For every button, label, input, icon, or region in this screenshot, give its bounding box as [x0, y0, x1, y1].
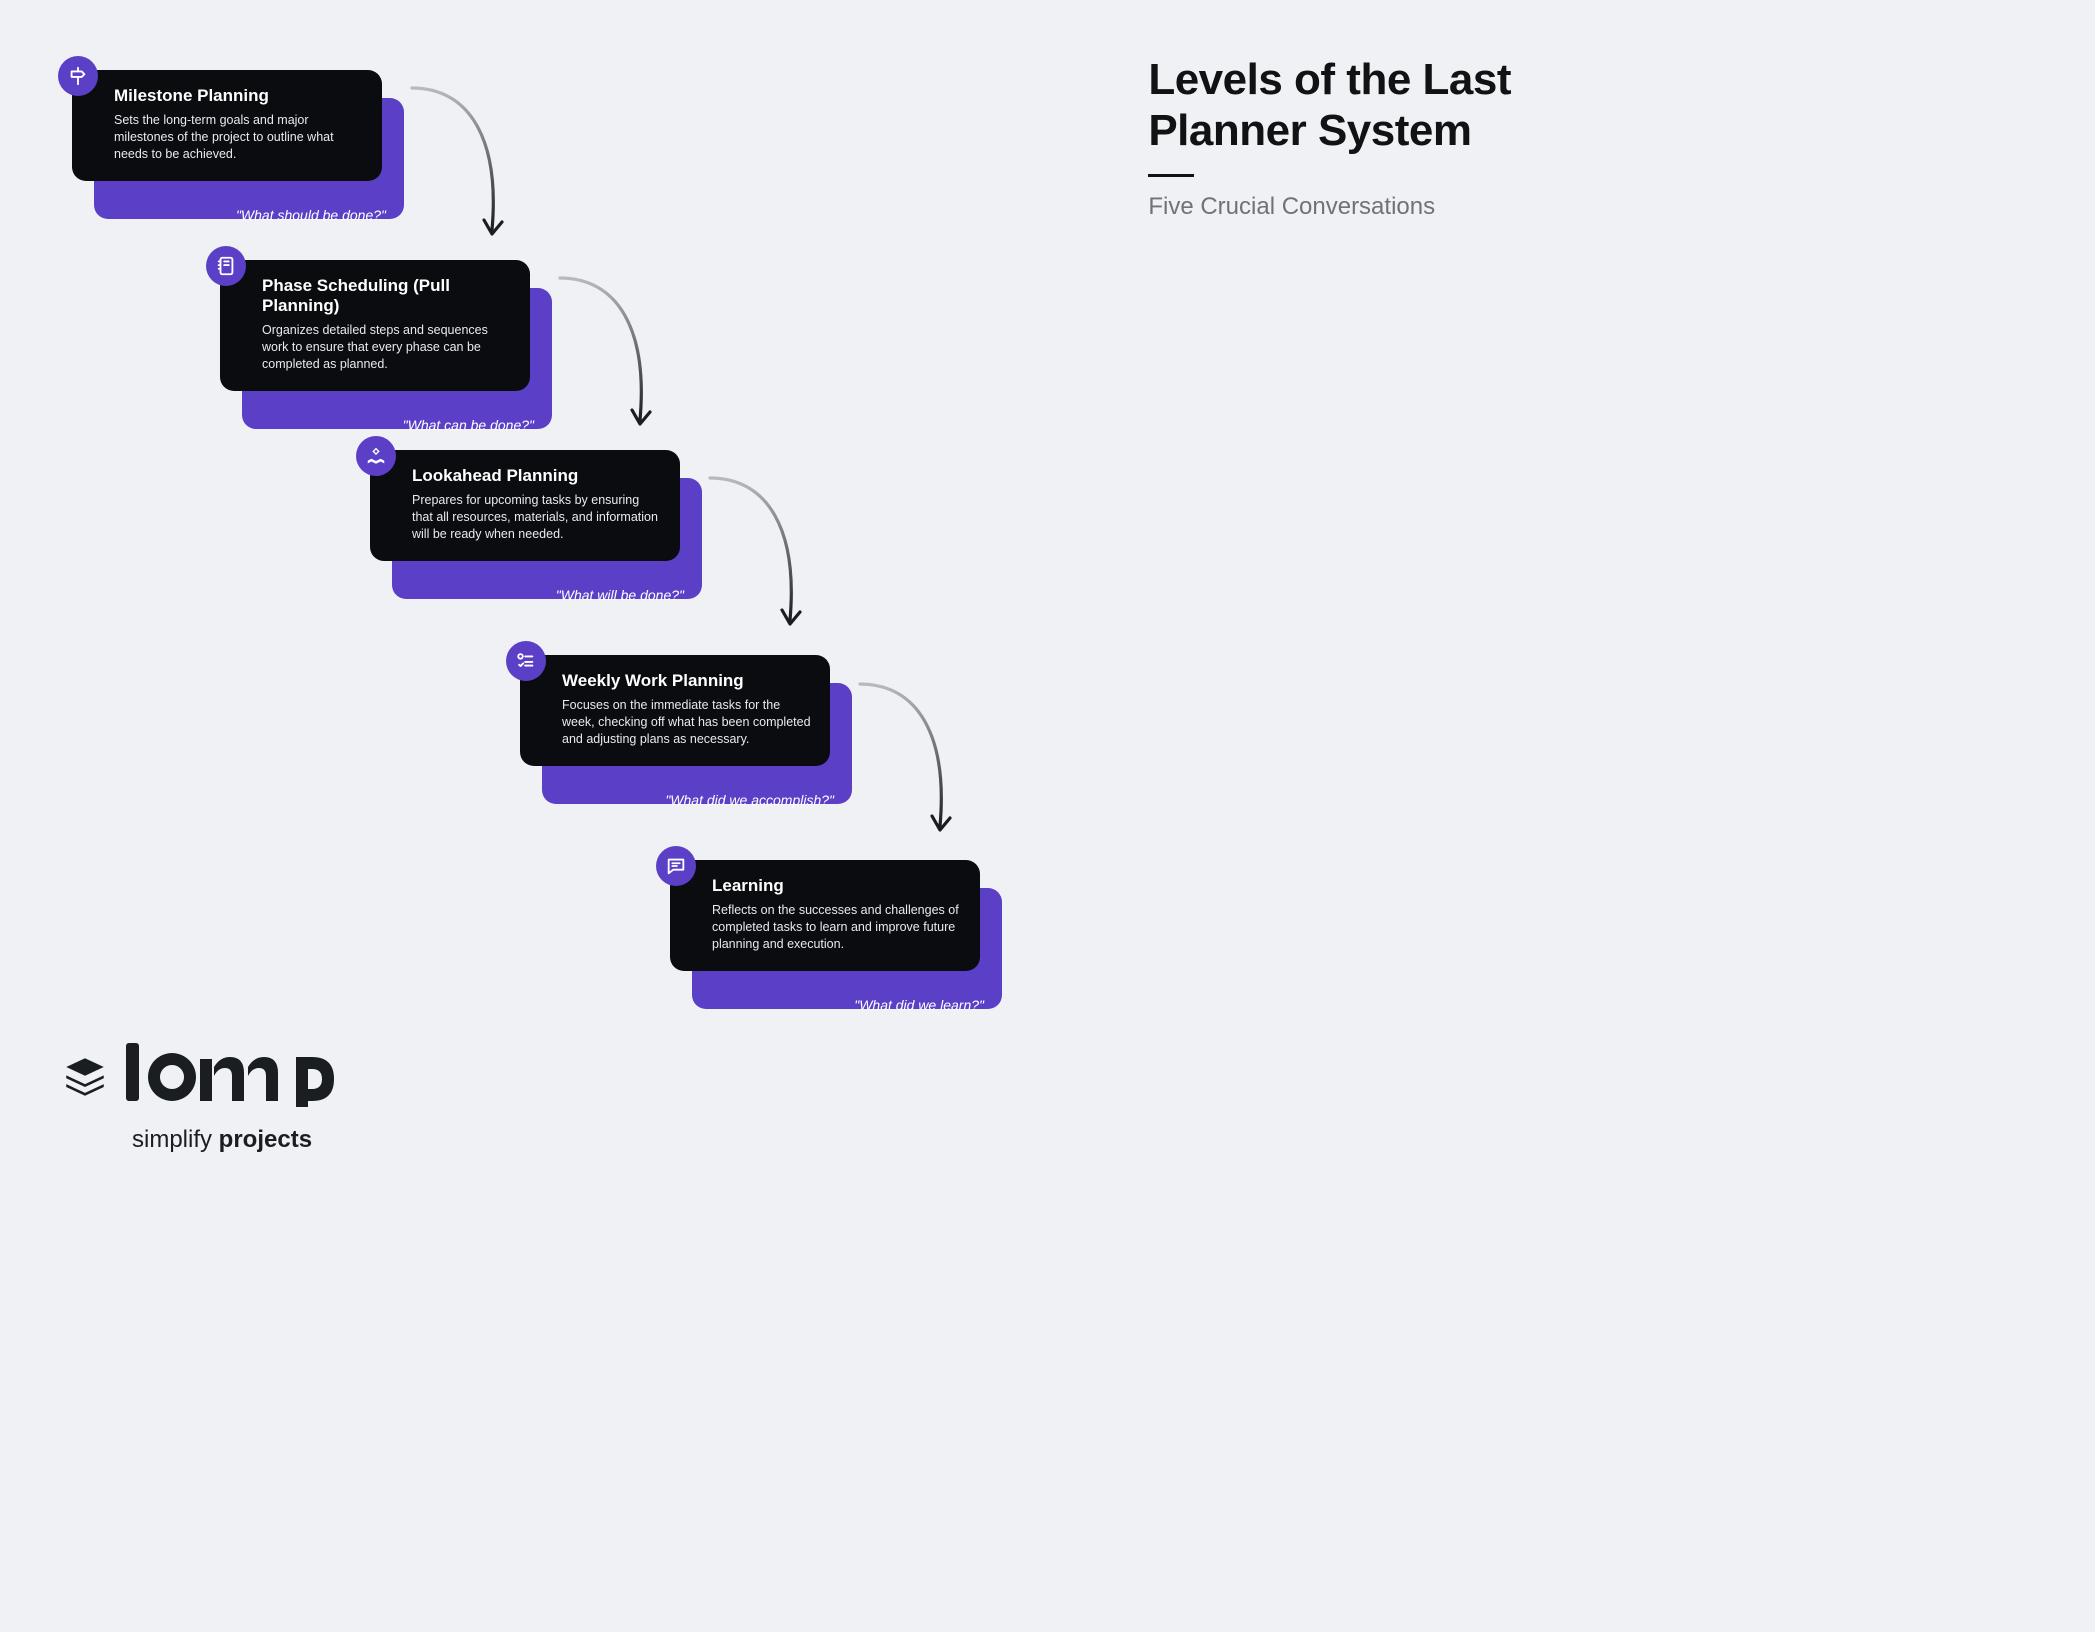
checklist-icon [506, 641, 546, 681]
card-main: Phase Scheduling (Pull Planning) Organize… [220, 260, 530, 391]
flow-arrow [698, 470, 818, 650]
title-line-1: Levels of the Last [1148, 55, 1511, 104]
map-pin-icon [356, 436, 396, 476]
card-question: "What can be done?" [260, 417, 534, 433]
brand-logo: simplify projects [60, 1037, 336, 1154]
card-title: Weekly Work Planning [562, 671, 812, 691]
brand-wordmark [126, 1037, 336, 1122]
card-title: Milestone Planning [114, 86, 364, 106]
card-learning: "What did we learn?"LearningReflects on … [670, 860, 980, 971]
card-title: Phase Scheduling (Pull Planning) [262, 276, 512, 316]
notebook-icon [206, 246, 246, 286]
card-description: Prepares for upcoming tasks by ensuring … [412, 492, 662, 543]
card-question: "What did we accomplish?" [560, 792, 834, 808]
card-lookahead: "What will be done?"Lookahead PlanningPr… [370, 450, 680, 561]
card-milestone: "What should be done?"Milestone Planning… [72, 70, 382, 181]
chat-icon [656, 846, 696, 886]
card-main: Learning Reflects on the successes and ch… [670, 860, 980, 971]
card-weekly: "What did we accomplish?"Weekly Work Pla… [520, 655, 830, 766]
flow-arrow [548, 270, 668, 450]
signpost-icon [58, 56, 98, 96]
card-description: Reflects on the successes and challenges… [712, 902, 962, 953]
card-main: Lookahead Planning Prepares for upcoming … [370, 450, 680, 561]
card-title: Lookahead Planning [412, 466, 662, 486]
tagline-bold: projects [219, 1126, 312, 1153]
card-description: Focuses on the immediate tasks for the w… [562, 697, 812, 748]
tagline-prefix: simplify [132, 1126, 219, 1153]
title-rule [1148, 174, 1194, 177]
flow-arrow [848, 676, 968, 856]
card-main: Milestone Planning Sets the long-term goa… [72, 70, 382, 181]
flow-arrow [400, 80, 520, 260]
card-question: "What will be done?" [410, 587, 684, 603]
card-title: Learning [712, 876, 962, 896]
card-phase: "What can be done?"Phase Scheduling (Pul… [220, 260, 530, 391]
card-question: "What did we learn?" [710, 997, 984, 1013]
card-question: "What should be done?" [112, 207, 386, 223]
card-main: Weekly Work Planning Focuses on the immed… [520, 655, 830, 766]
page-title: Levels of the Last Planner System [1148, 55, 1511, 156]
heading-block: Levels of the Last Planner System Five C… [1148, 55, 1511, 221]
card-description: Organizes detailed steps and sequences w… [262, 322, 512, 373]
page-subtitle: Five Crucial Conversations [1148, 193, 1511, 221]
brand-tagline: simplify projects [132, 1126, 336, 1154]
layers-icon [60, 1052, 110, 1107]
card-description: Sets the long-term goals and major miles… [114, 112, 364, 163]
title-line-2: Planner System [1148, 106, 1471, 155]
